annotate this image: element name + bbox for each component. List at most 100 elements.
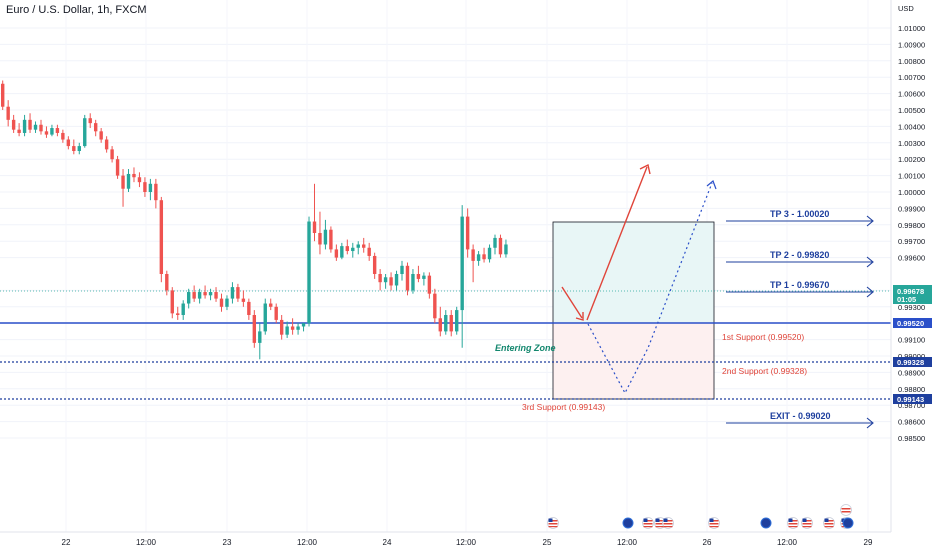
price-tick-label: 1.00900 <box>898 40 925 49</box>
price-tick-label: 0.99800 <box>898 221 925 230</box>
candle <box>197 288 202 304</box>
candle <box>383 274 388 289</box>
candle <box>230 282 235 304</box>
event-dot-icon[interactable] <box>760 517 772 529</box>
candle <box>1 80 5 110</box>
time-tick-label: 12:00 <box>297 538 318 547</box>
price-tick-label: 0.99600 <box>898 254 925 263</box>
candle <box>72 139 76 155</box>
candle <box>225 295 229 311</box>
candle <box>186 288 191 309</box>
candle <box>28 113 32 133</box>
candle <box>33 121 38 133</box>
candle <box>44 126 49 138</box>
candle <box>318 211 322 255</box>
candle <box>154 178 158 209</box>
candle <box>88 113 92 129</box>
price-tick-label: 0.98800 <box>898 385 925 394</box>
exit-label: EXIT - 0.99020 <box>770 411 831 421</box>
entering-zone-label: Entering Zone <box>495 343 556 353</box>
candle <box>433 288 437 324</box>
candle <box>498 234 503 258</box>
candle <box>493 234 497 255</box>
economic-events[interactable] <box>547 504 854 529</box>
candle <box>269 298 273 311</box>
support2-label: 2nd Support (0.99328) <box>722 366 807 376</box>
candle <box>110 146 114 163</box>
candle <box>476 251 481 266</box>
projection-arrows <box>561 163 717 395</box>
price-tick-label: 1.00200 <box>898 155 925 164</box>
candle <box>285 321 289 338</box>
candlestick-series <box>1 80 508 360</box>
candle <box>77 142 81 155</box>
candle <box>252 310 257 348</box>
candle <box>126 169 131 192</box>
candle <box>192 285 196 302</box>
price-tick-label: 0.98900 <box>898 368 925 377</box>
us-flag-icon[interactable] <box>708 517 720 529</box>
support3-price: 0.99143 <box>897 395 924 404</box>
time-tick-label: 12:00 <box>617 538 638 547</box>
us-flag-icon[interactable] <box>662 517 674 529</box>
candle <box>203 285 207 299</box>
candle <box>345 239 350 255</box>
price-axis[interactable]: 1.01000 1.00900 1.00800 1.00700 1.00600 1.005… <box>898 24 925 443</box>
candle <box>208 288 213 301</box>
candle <box>121 169 125 207</box>
time-axis[interactable]: 22 12:00 23 12:00 24 12:00 25 12:00 26 12:00 29 <box>62 538 873 547</box>
tp1-label: TP 1 - 0.99670 <box>770 280 829 290</box>
candle <box>22 114 27 137</box>
us-flag-icon[interactable] <box>654 517 666 529</box>
us-flag-icon[interactable] <box>823 517 835 529</box>
candle <box>460 205 464 348</box>
candle <box>362 237 366 253</box>
candle <box>132 167 136 183</box>
time-tick-label: 23 <box>223 538 232 547</box>
price-tick-label: 1.01000 <box>898 24 925 33</box>
candle <box>356 241 360 255</box>
candle <box>438 306 442 337</box>
us-flag-icon[interactable] <box>787 517 799 529</box>
candle <box>258 323 262 360</box>
time-tick-label: 29 <box>864 538 873 547</box>
candle <box>61 129 65 143</box>
event-dot-icon[interactable] <box>842 517 854 529</box>
candle <box>394 270 399 291</box>
time-tick-label: 12:00 <box>456 538 477 547</box>
stop-zone <box>552 322 715 400</box>
price-tick-label: 0.98600 <box>898 418 925 427</box>
time-tick-label: 22 <box>62 538 71 547</box>
candle <box>312 183 317 242</box>
current-price-tag: 0.99678 01:05 <box>893 285 932 304</box>
price-tick-label: 1.00500 <box>898 106 925 115</box>
candle <box>323 219 328 250</box>
candle <box>487 244 492 263</box>
candle <box>143 177 147 197</box>
event-dot-icon[interactable] <box>622 517 634 529</box>
us-flag-icon[interactable] <box>642 517 654 529</box>
candle <box>219 293 224 312</box>
candle <box>444 310 448 335</box>
price-tick-label: 1.00300 <box>898 139 925 148</box>
tp3-label: TP 3 - 1.00020 <box>770 209 829 219</box>
candle <box>39 119 43 135</box>
chart-title: Euro / U.S. Dollar, 1h, FXCM <box>6 4 147 16</box>
support1-price-tag: 0.99520 <box>893 318 932 328</box>
candle <box>241 290 246 307</box>
candle <box>93 119 98 137</box>
candle <box>6 100 10 127</box>
candle <box>165 270 169 296</box>
us-flag-icon[interactable] <box>840 504 852 516</box>
price-tick-label: 0.98500 <box>898 434 925 443</box>
candle <box>214 287 218 302</box>
candle <box>99 128 103 143</box>
candle <box>351 242 355 258</box>
us-flag-icon[interactable] <box>801 517 813 529</box>
candle <box>329 226 333 253</box>
candle <box>482 247 486 263</box>
us-flag-icon[interactable] <box>547 517 559 529</box>
candle <box>247 298 251 320</box>
candle <box>55 124 60 137</box>
